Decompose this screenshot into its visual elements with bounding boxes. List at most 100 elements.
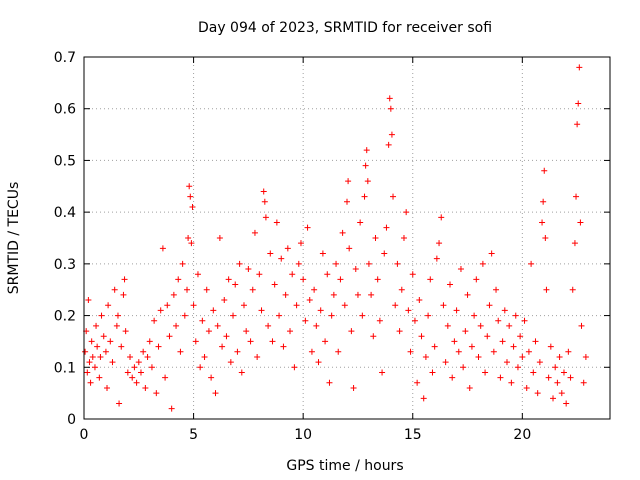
data-point [247,338,254,345]
data-point [197,364,204,371]
data-point [350,384,357,391]
data-point [212,390,219,397]
data-point [175,276,182,283]
data-point [333,260,340,267]
data-point [363,147,370,154]
data-point [121,276,128,283]
data-point [345,178,352,185]
data-point [137,369,144,376]
plot-frame [83,56,611,420]
data-point [278,255,285,262]
data-point [157,307,164,314]
data-point [190,302,197,309]
data-point [560,369,567,376]
data-point [486,302,493,309]
data-point [236,260,243,267]
data-point [383,224,390,231]
data-point [287,328,294,335]
data-point [265,322,272,329]
data-point [82,348,89,355]
data-point [245,266,252,273]
data-point [497,374,504,381]
data-point [86,359,93,366]
data-point [185,235,192,241]
data-point [414,379,421,386]
data-point [558,390,565,397]
data-point [262,214,269,221]
data-point [131,364,138,371]
data-point [514,364,521,371]
data-point [346,245,353,252]
data-point [335,348,342,355]
data-point [243,328,250,335]
data-point [475,353,482,360]
data-point [159,245,166,252]
data-point [232,281,239,288]
data-point [238,369,245,376]
data-point [192,338,199,345]
data-point [525,348,532,355]
data-point [104,384,111,391]
data-point [166,333,173,340]
data-point [297,240,304,247]
data-point [324,271,331,278]
data-point [390,193,397,200]
data-point [300,276,307,283]
x-tick-label: 5 [189,427,198,443]
data-point [542,235,549,241]
data-point [100,333,107,340]
data-point [420,395,427,402]
data-point [122,328,129,335]
data-point [254,353,261,360]
data-point [519,353,526,360]
data-point [184,286,191,293]
data-point [168,405,175,412]
data-point [536,359,543,366]
data-point [455,348,462,355]
data-point [468,343,475,350]
data-point [114,312,121,319]
data-point [506,322,513,329]
data-point [258,307,265,314]
data-point [547,343,554,350]
data-point [517,333,524,340]
data-points [82,64,589,412]
data-point [403,209,410,216]
data-point [388,131,395,138]
data-point [374,276,381,283]
data-point [471,312,478,319]
y-tick-label: 0.7 [54,50,76,66]
y-tick-label: 0 [67,412,76,428]
data-point [425,312,432,319]
chart-title: Day 094 of 2023, SRMTID for receiver sof… [198,20,492,36]
data-point [116,400,123,407]
data-point [495,317,502,324]
data-point [479,260,486,267]
data-point [295,260,302,267]
data-point [477,322,484,329]
data-point [127,353,134,360]
y-tick-label: 0.5 [54,153,76,169]
data-point [499,338,506,345]
data-point [179,260,186,267]
data-point [362,162,369,169]
data-point [575,100,582,107]
data-point [148,364,155,371]
data-point [341,302,348,309]
data-point [97,353,104,360]
data-point [528,260,535,267]
data-point [532,338,539,345]
grid [84,57,610,419]
data-point [379,369,386,376]
data-point [364,178,371,185]
data-point [539,219,546,226]
data-point [508,379,515,386]
data-point [84,369,91,376]
data-point [94,343,101,350]
data-point [385,141,392,148]
data-point [407,348,414,355]
data-point [574,121,581,128]
data-point [438,214,445,221]
data-point [260,188,267,195]
x-tick-label: 15 [404,427,422,443]
